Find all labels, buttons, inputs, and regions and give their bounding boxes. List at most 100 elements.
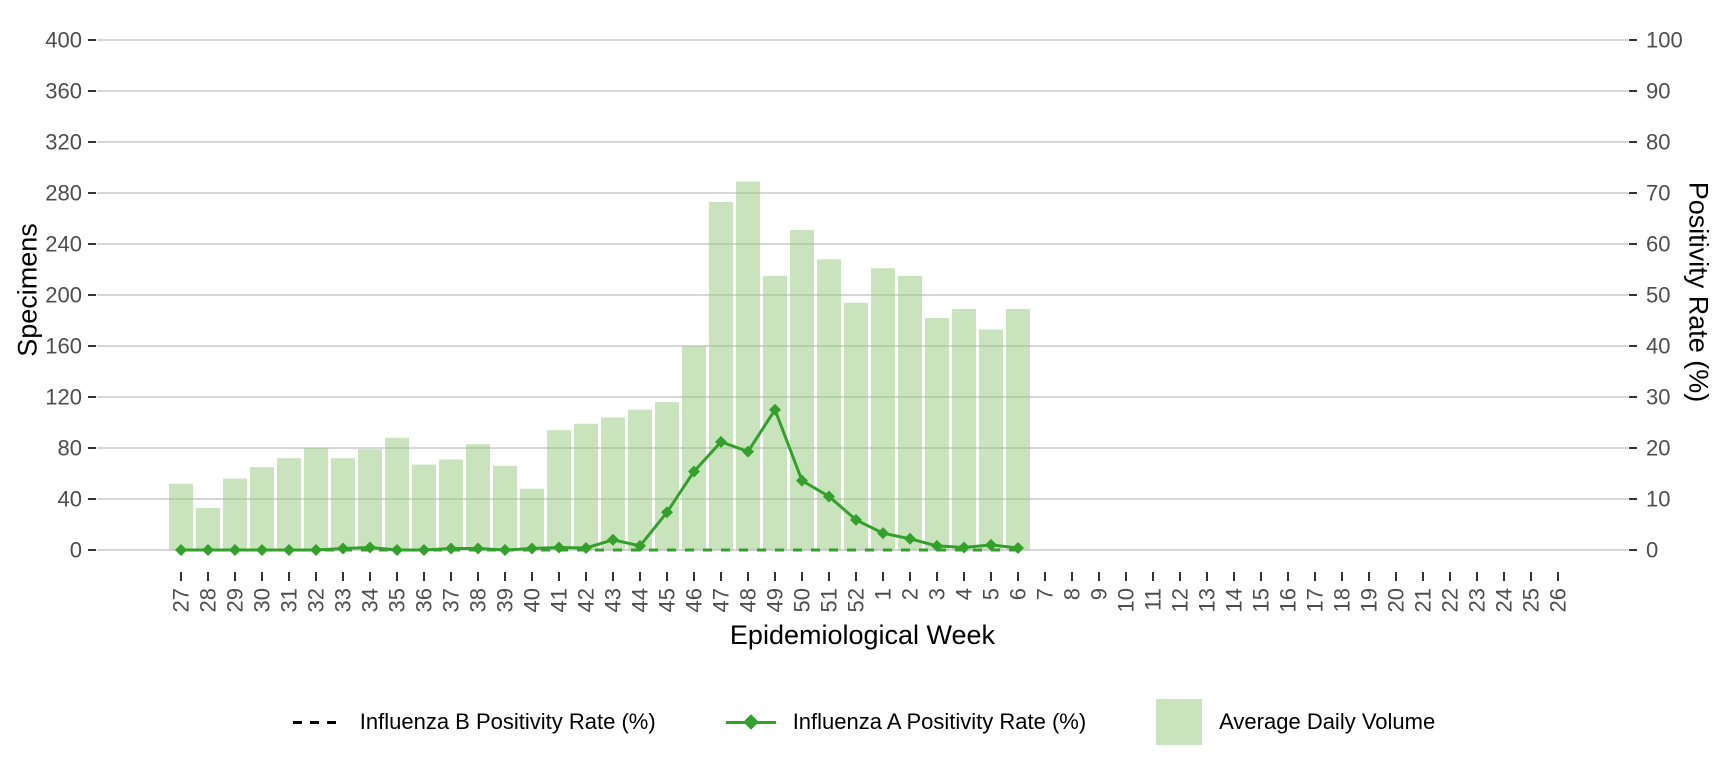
volume-bar	[736, 181, 760, 550]
flu-a-point	[688, 465, 700, 478]
x-tick-label: 3	[925, 588, 950, 600]
x-tick-label: 19	[1357, 588, 1382, 612]
flu-a-point	[310, 544, 322, 556]
x-tick-label: 31	[277, 588, 302, 612]
x-tick-label: 11	[1141, 588, 1166, 611]
volume-bar	[682, 346, 706, 550]
flu-a-point	[931, 539, 943, 552]
x-tick-label: 5	[979, 588, 1004, 600]
flu-a-point	[985, 538, 997, 551]
flu-a-point	[850, 513, 862, 526]
right-tick-label: 0	[1646, 538, 1658, 563]
x-tick-label: 45	[655, 588, 680, 612]
flu-a-point	[175, 544, 187, 556]
left-axis: 0 40 80 120 160 200 240 280 320 360 400	[45, 28, 96, 563]
flu-a-point	[445, 542, 457, 555]
volume-bar	[196, 507, 220, 550]
x-tick-label: 48	[736, 588, 761, 612]
volume-bar	[817, 259, 841, 550]
x-tick-label: 22	[1438, 588, 1463, 612]
x-tick-label: 6	[1006, 588, 1031, 600]
right-tick-label: 20	[1646, 436, 1670, 461]
x-tick-label: 15	[1249, 588, 1274, 612]
volume-bars	[169, 181, 1030, 551]
volume-bar	[250, 467, 274, 550]
x-tick-label: 16	[1276, 588, 1301, 612]
flu-a-point	[958, 541, 970, 554]
x-tick-label: 4	[952, 588, 977, 600]
right-tick-label: 30	[1646, 385, 1670, 410]
volume-bar	[709, 201, 733, 551]
volume-bar	[412, 464, 436, 550]
x-tick-label: 44	[628, 588, 653, 612]
flu-a-point	[580, 541, 592, 554]
flu-a-point	[715, 435, 727, 448]
legend-label: Influenza B Positivity Rate (%)	[359, 709, 656, 734]
flu-a-point	[256, 544, 268, 556]
flu-a-point	[202, 544, 214, 556]
right-tick-label: 80	[1646, 130, 1670, 155]
x-tick-label: 13	[1195, 588, 1220, 612]
x-tick-label: 38	[466, 588, 491, 612]
left-tick-label: 200	[45, 283, 82, 308]
x-tick-label: 51	[817, 588, 842, 612]
flu-a-point	[499, 544, 511, 556]
flu-a-point	[472, 542, 484, 555]
x-tick-label: 23	[1465, 588, 1490, 612]
x-tick-label: 9	[1087, 588, 1112, 600]
left-tick-label: 120	[45, 385, 82, 410]
point-marker-icon	[742, 714, 759, 730]
right-axis: 0 10 20 30 40 50 60 70 80 90 100	[1629, 28, 1683, 563]
dashed-line-icon	[292, 720, 343, 724]
chart-canvas: 0408012016020024028032036040001020304050…	[45, 28, 1683, 613]
x-tick-label: 35	[385, 588, 410, 612]
right-tick-label: 90	[1646, 79, 1670, 104]
volume-bar	[979, 329, 1003, 550]
volume-bar	[628, 409, 652, 550]
x-tick-label: 52	[844, 588, 869, 612]
volume-bar	[169, 483, 193, 550]
x-tick-label: 17	[1303, 588, 1328, 612]
volume-bar	[385, 437, 409, 550]
volume-bar	[493, 465, 517, 550]
x-tick-label: 43	[601, 588, 626, 612]
flu-a-point	[661, 506, 673, 519]
volume-bar	[790, 229, 814, 550]
x-tick-label: 46	[682, 588, 707, 612]
flu-a-point	[337, 542, 349, 555]
flu-a-point	[229, 544, 241, 556]
x-tick-label: 49	[763, 588, 788, 612]
x-tick-label: 39	[493, 588, 518, 612]
right-tick-label: 10	[1646, 487, 1670, 512]
x-tick-label: 18	[1330, 588, 1355, 612]
x-tick-label: 40	[520, 588, 545, 612]
x-tick-label: 8	[1060, 588, 1085, 600]
volume-bar	[223, 478, 247, 550]
flu-a-points	[175, 403, 1024, 556]
right-tick-label: 100	[1646, 28, 1683, 53]
left-tick-label: 0	[70, 538, 82, 563]
x-tick-label: 24	[1492, 588, 1517, 612]
right-tick-label: 70	[1646, 181, 1670, 206]
x-tick-label: 37	[439, 588, 464, 612]
flu-a-point	[769, 403, 781, 416]
flu-a-point	[877, 527, 889, 540]
chart-legend: Influenza B Positivity Rate (%) Influenz…	[0, 694, 1728, 750]
x-tick-label: 20	[1384, 588, 1409, 612]
flu-a-point	[283, 544, 295, 556]
x-tick-label: 29	[223, 588, 248, 612]
flu-a-point	[1012, 541, 1024, 554]
flu-a-point	[391, 544, 403, 556]
left-tick-label: 360	[45, 79, 82, 104]
flu-a-point	[418, 544, 430, 556]
left-tick-label: 80	[58, 436, 82, 461]
volume-bar	[1006, 309, 1030, 550]
volume-bar	[871, 268, 895, 550]
x-tick-label: 32	[304, 588, 329, 612]
x-tick-label: 28	[196, 588, 221, 612]
legend-item-influenza-b: Influenza B Positivity Rate (%)	[292, 709, 656, 735]
x-tick-label: 21	[1411, 588, 1436, 612]
volume-bar	[358, 449, 382, 550]
flu-a-point	[796, 474, 808, 487]
